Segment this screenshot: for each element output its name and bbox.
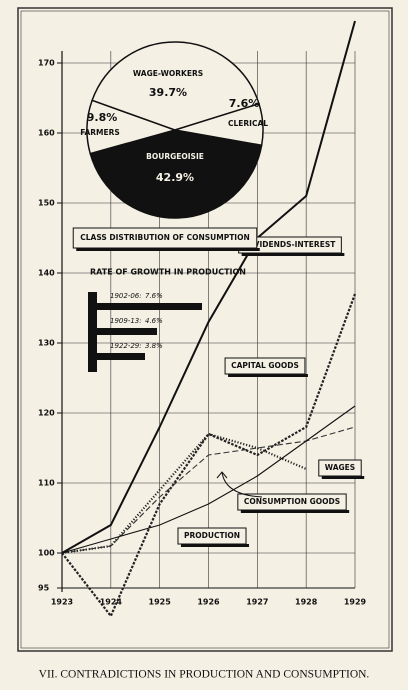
series-label: WAGES [325, 463, 355, 472]
pie-slice [174, 102, 264, 147]
bar-category: 1909-13: [110, 317, 142, 325]
x-tick-label: 1923 [51, 598, 73, 607]
pie-category: WAGE-WORKERS [133, 69, 203, 78]
bar [88, 328, 157, 335]
series-shadow [321, 476, 365, 479]
x-tick-label: 1928 [295, 598, 318, 607]
pointer-arrow [216, 471, 263, 498]
x-tick-label: 1927 [246, 598, 268, 607]
y-tick-label: 140 [38, 269, 55, 278]
pie-title: CLASS DISTRIBUTION OF CONSUMPTION [80, 233, 250, 242]
bar [88, 303, 202, 310]
pie-value-label: 7.6% [229, 97, 260, 110]
frame [17, 7, 393, 652]
series-shadow [228, 374, 308, 377]
x-tick-label: 1929 [344, 598, 367, 607]
y-tick-label: 170 [38, 59, 55, 68]
series-line [61, 20, 356, 554]
pie-value-label: 39.7% [149, 86, 187, 99]
y-tick-label: 110 [38, 479, 55, 488]
series-label: PRODUCTION [184, 531, 240, 540]
pie-title-shadow [76, 248, 260, 251]
y-tick-label: 95 [38, 584, 50, 593]
pie-category: BOURGEOISIE [146, 152, 204, 161]
pie-slice [89, 129, 263, 219]
series-shadow [180, 544, 250, 547]
x-tick-label: 1925 [149, 598, 172, 607]
pie-category: CLERICAL [228, 119, 268, 128]
series-shadow [241, 253, 345, 256]
pie-slice [91, 41, 260, 131]
x-tick-label: 1926 [197, 598, 220, 607]
bar-value-label: 4.6% [145, 317, 163, 325]
y-tick-label: 130 [38, 339, 55, 348]
series-label: CONSUMPTION GOODS [244, 497, 340, 506]
series-shadow [240, 510, 350, 513]
caption: VII. CONTRADICTIONS IN PRODUCTION AND CO… [39, 669, 370, 681]
y-tick-label: 160 [38, 129, 55, 138]
series-line [61, 405, 356, 554]
bar-category: 1922-29: [110, 342, 142, 350]
bar [88, 353, 145, 360]
bar-title: RATE OF GROWTH IN PRODUCTION [90, 268, 246, 277]
bar-category: 1902-06: [110, 292, 142, 300]
pie-value-label: 9.8% [87, 111, 118, 124]
frame-inner [20, 10, 390, 649]
pie-category: FARMERS [80, 128, 120, 137]
y-tick-label: 120 [38, 409, 55, 418]
series-line [61, 293, 357, 619]
bar-value-label: 7.6% [145, 292, 163, 300]
y-tick-label: 150 [38, 199, 55, 208]
series-label: DIVIDENDS-INTEREST [245, 240, 337, 249]
series-label: CAPITAL GOODS [231, 361, 299, 370]
bar-value-label: 3.8% [145, 342, 163, 350]
x-tick-label: 1924 [100, 598, 123, 607]
y-tick-label: 100 [38, 549, 55, 558]
pie-value-label: 42.9% [156, 171, 194, 184]
